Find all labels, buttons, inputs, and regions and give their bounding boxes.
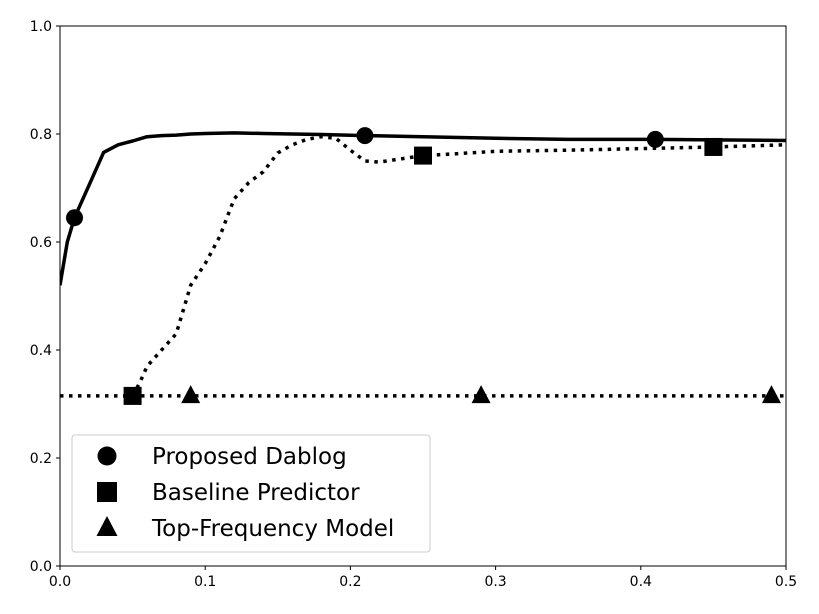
y-tick-label: 0.6: [30, 235, 52, 251]
x-axis: 0.0 0.1 0.2 0.3 0.4 0.5: [49, 566, 797, 590]
legend-label: Top-Frequency Model: [151, 516, 394, 542]
data-point-circle: [356, 127, 374, 145]
y-tick-label: 0.8: [30, 127, 52, 143]
legend-marker-square: [97, 482, 117, 502]
x-tick-label: 0.2: [339, 574, 361, 590]
y-axis: 0.0 0.2 0.4 0.6 0.8 1.0: [30, 19, 60, 575]
legend-marker-circle: [97, 446, 117, 466]
series-layer: [60, 127, 786, 405]
data-point-triangle: [471, 385, 491, 404]
series-line: [131, 134, 786, 397]
legend-marker-triangle: [96, 516, 118, 536]
legend-label: Baseline Predictor: [152, 480, 360, 506]
y-tick-label: 1.0: [30, 19, 52, 35]
data-point-square: [704, 137, 723, 156]
x-tick-label: 0.3: [484, 574, 506, 590]
series-circle: [60, 131, 786, 286]
series-line: [60, 131, 786, 286]
y-tick-label: 0.2: [30, 451, 52, 467]
data-point-circle: [66, 209, 84, 227]
x-tick-label: 0.5: [775, 574, 797, 590]
legend-box: [71, 434, 431, 553]
x-tick-label: 0.0: [49, 574, 71, 590]
data-point-triangle: [181, 385, 201, 404]
y-tick-label: 0.0: [30, 559, 52, 575]
x-tick-label: 0.4: [630, 574, 652, 590]
data-point-triangle: [761, 385, 781, 404]
x-tick-label: 0.1: [194, 574, 216, 590]
legend: Proposed Dablog Baseline Predictor Top-Fre…: [71, 434, 431, 553]
y-tick-label: 0.4: [30, 343, 52, 359]
plot-frame: [59, 25, 787, 567]
data-point-circle: [646, 130, 664, 148]
series-square: [131, 134, 786, 397]
legend-label: Proposed Dablog: [152, 444, 347, 470]
data-point-square: [414, 146, 432, 165]
